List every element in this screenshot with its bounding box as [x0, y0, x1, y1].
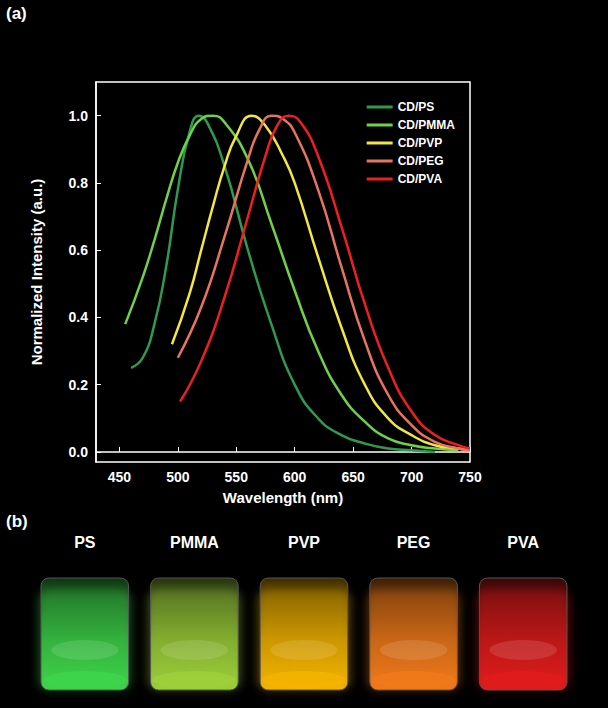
- svg-text:550: 550: [225, 469, 249, 485]
- svg-text:PMMA: PMMA: [170, 534, 219, 551]
- svg-text:CD/PMMA: CD/PMMA: [398, 118, 456, 132]
- svg-text:0.0: 0.0: [69, 444, 89, 460]
- svg-text:0.6: 0.6: [69, 242, 89, 258]
- svg-text:750: 750: [458, 469, 482, 485]
- svg-text:0.2: 0.2: [69, 377, 89, 393]
- svg-text:700: 700: [400, 469, 424, 485]
- svg-text:CD/PVP: CD/PVP: [398, 136, 443, 150]
- svg-text:0.4: 0.4: [69, 309, 89, 325]
- svg-text:0.8: 0.8: [69, 175, 89, 191]
- svg-text:Normalized Intensity (a.u.): Normalized Intensity (a.u.): [28, 179, 45, 366]
- svg-text:CD/PS: CD/PS: [398, 100, 435, 114]
- svg-text:CD/PEG: CD/PEG: [398, 154, 444, 168]
- svg-text:500: 500: [166, 469, 190, 485]
- svg-text:650: 650: [341, 469, 365, 485]
- svg-text:600: 600: [283, 469, 307, 485]
- svg-text:1.0: 1.0: [69, 108, 89, 124]
- svg-text:450: 450: [108, 469, 132, 485]
- svg-text:Wavelength (nm): Wavelength (nm): [223, 489, 343, 506]
- svg-text:CD/PVA: CD/PVA: [398, 172, 443, 186]
- svg-text:PVP: PVP: [288, 534, 320, 551]
- html-text:(b): (b): [6, 512, 28, 531]
- svg-text:PEG: PEG: [397, 534, 431, 551]
- svg-text:PVA: PVA: [507, 534, 539, 551]
- html-text:(a): (a): [6, 4, 27, 23]
- svg-text:PS: PS: [74, 534, 96, 551]
